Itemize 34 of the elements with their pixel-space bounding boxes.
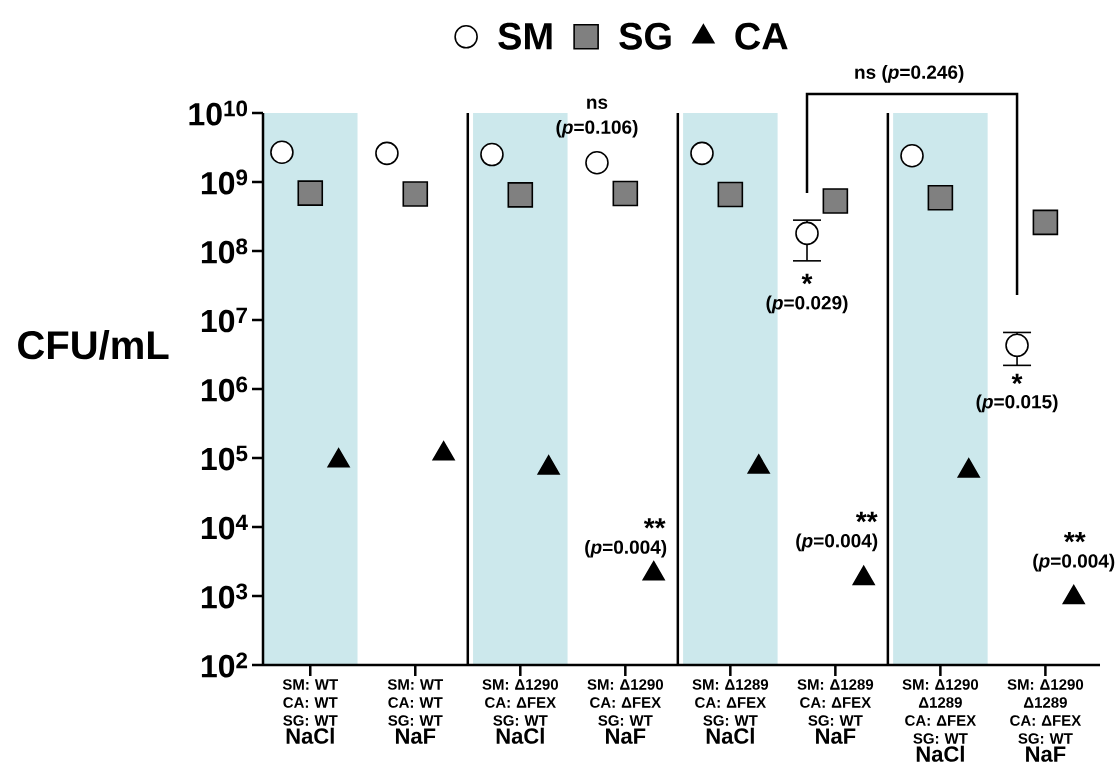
annotation: * [801,273,813,285]
annotation: (p=0.029) [766,295,848,314]
y-tick-label: 10$^{2}$ [201,652,248,678]
annotation: (p=0.004) [796,533,878,552]
x-tick-label: SM: Δ1289 CA: ΔFEX SG: WT NaCl [692,679,769,744]
y-tick-label: 10$^{4}$ [201,514,248,540]
annotation: (p=0.004) [585,539,667,558]
annotation: (p=0.015) [976,394,1058,413]
legend-label: SM [498,22,552,50]
legend-label: CA [735,22,788,50]
x-tick-label: SM: Δ1290 Δ1289 CA: ΔFEX SG: WT NaF [1007,679,1084,762]
annotation: (p=0.106) [556,119,638,138]
y-tick-label: 10$^{5}$ [201,445,248,471]
annotation: (p=0.004) [1033,553,1115,572]
text: ns [587,98,608,109]
legend-label: SG [619,22,671,50]
annotation: ** [643,518,666,529]
annotation: ** [855,511,878,523]
y-axis-title: CFU/mL [18,329,169,360]
x-tick-label: SM: WT CA: WT SG: WT NaF [387,679,444,744]
y-tick-label: 10$^{10}$ [189,100,248,126]
x-tick-label: SM: Δ1289 CA: ΔFEX SG: WT NaF [797,679,874,744]
x-tick-label: SM: Δ1290 CA: ΔFEX SG: WT NaCl [482,679,558,744]
annotation: ** [1063,531,1086,543]
y-tick-label: 10$^{8}$ [201,238,248,264]
x-tick-label: SM: WT CA: WT SG: WT NaCl [282,679,339,744]
x-tick-label: SM: Δ1290 CA: ΔFEX SG: WT NaF [587,679,664,744]
y-tick-label: 10$^{7}$ [201,307,247,333]
y-tick-label: 10$^{9}$ [201,169,248,195]
annotation: * [1011,373,1023,385]
y-tick-label: 10$^{3}$ [201,583,248,609]
y-tick-label: 10$^{6}$ [201,376,248,402]
x-tick-label: SM: Δ1290 Δ1289 CA: ΔFEX SG: WT NaCl [902,679,979,762]
text: ns (p=0.246) [855,64,964,83]
